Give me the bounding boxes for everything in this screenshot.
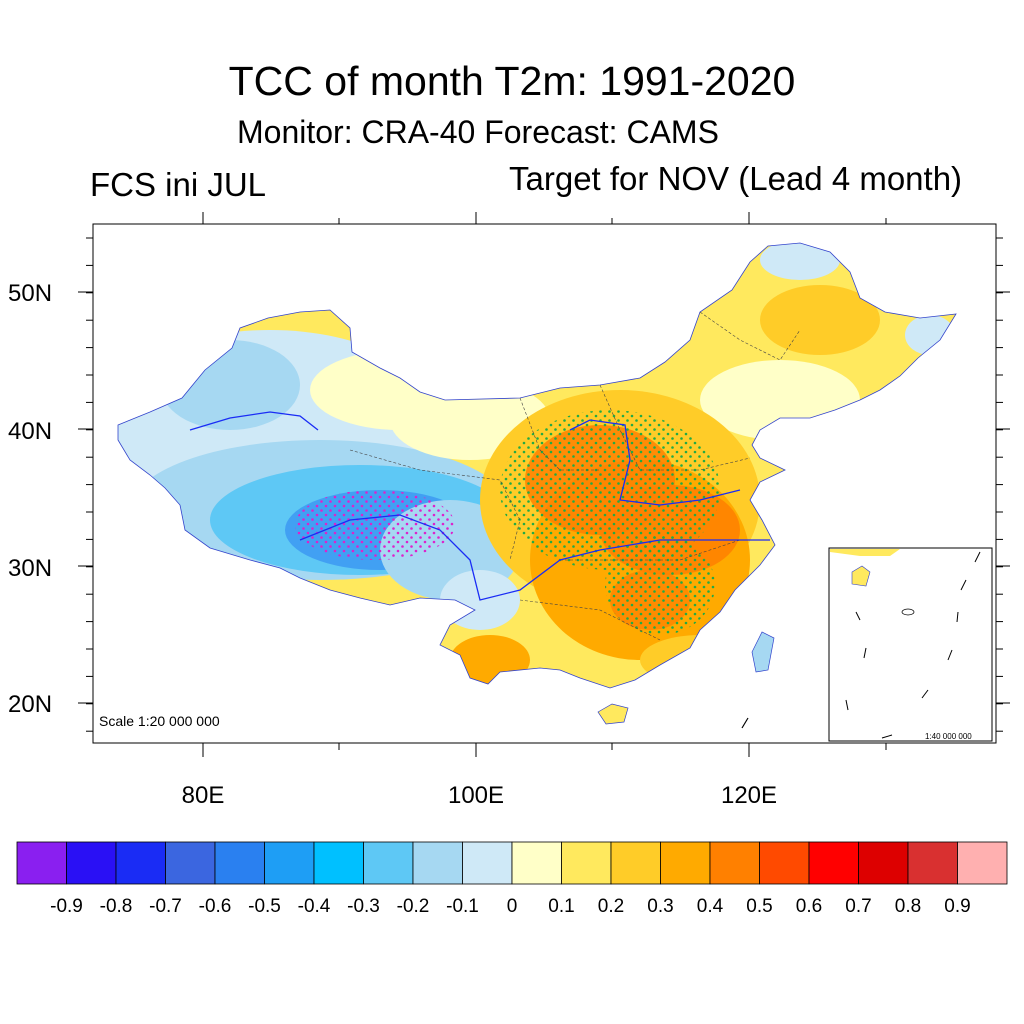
colorbar-swatch bbox=[214, 841, 265, 885]
south-china-sea-inset: 1:40 000 000 bbox=[828, 547, 993, 742]
colorbar-swatch bbox=[462, 841, 513, 885]
taiwan-island bbox=[751, 631, 775, 673]
colorbar-label: 0.2 bbox=[597, 896, 625, 917]
hainan-island bbox=[597, 703, 629, 725]
lon-label-100e: 100E bbox=[447, 782, 505, 809]
target-label: Target for NOV (Lead 4 month) bbox=[509, 160, 963, 197]
colorbar-label: 0.8 bbox=[894, 896, 922, 917]
colorbar-swatch bbox=[561, 841, 612, 885]
lon-label-120e: 120E bbox=[720, 782, 778, 809]
colorbar-label: -0.2 bbox=[396, 896, 430, 917]
colorbar-label: 0 bbox=[506, 896, 518, 917]
colorbar-swatch bbox=[907, 841, 958, 885]
scale-label: Scale 1:20 000 000 bbox=[99, 713, 220, 729]
colorbar-label: 0.1 bbox=[548, 896, 575, 917]
colorbar-label: -0.5 bbox=[248, 896, 281, 917]
colorbar bbox=[16, 841, 1008, 885]
init-label: FCS ini JUL bbox=[90, 166, 267, 203]
colorbar-swatch bbox=[610, 841, 661, 885]
lon-label-80e: 80E bbox=[181, 782, 225, 809]
colorbar-swatch bbox=[313, 841, 364, 885]
inset-scale-label: 1:40 000 000 bbox=[925, 732, 972, 741]
colorbar-swatch bbox=[363, 841, 414, 885]
colorbar-label: -0.7 bbox=[149, 896, 182, 917]
colorbar-label: -0.1 bbox=[446, 896, 479, 917]
lat-label-30n: 30N bbox=[8, 555, 53, 582]
colorbar-swatch bbox=[264, 841, 315, 885]
axis-ticks bbox=[78, 212, 1010, 757]
colorbar-swatch bbox=[412, 841, 463, 885]
colorbar-label: 0.7 bbox=[845, 896, 872, 917]
colorbar-swatch bbox=[115, 841, 166, 885]
colorbar-label: -0.4 bbox=[297, 896, 331, 917]
rivers bbox=[189, 411, 770, 601]
lat-label-50n: 50N bbox=[8, 280, 53, 307]
lat-label-20n: 20N bbox=[8, 691, 53, 718]
colorbar-swatch bbox=[858, 841, 909, 885]
colorbar-swatch bbox=[660, 841, 711, 885]
colorbar-swatch bbox=[808, 841, 859, 885]
colorbar-label: -0.9 bbox=[50, 896, 83, 917]
coast-dash bbox=[741, 717, 749, 729]
colorbar-swatch bbox=[66, 841, 117, 885]
colorbar-swatch bbox=[759, 841, 810, 885]
chart-title: TCC of month T2m: 1991-2020 bbox=[228, 58, 796, 104]
colorbar-label: -0.8 bbox=[99, 896, 133, 917]
colorbar-swatch bbox=[165, 841, 216, 885]
colorbar-swatch bbox=[16, 841, 67, 885]
colorbar-swatch bbox=[511, 841, 562, 885]
chart-subtitle: Monitor: CRA-40 Forecast: CAMS bbox=[237, 114, 719, 150]
colorbar-label: -0.6 bbox=[198, 896, 232, 917]
colorbar-label: -0.3 bbox=[347, 896, 380, 917]
colorbar-label: 0.4 bbox=[696, 896, 724, 917]
province-boundaries bbox=[349, 311, 801, 641]
lat-label-40n: 40N bbox=[8, 418, 53, 445]
colorbar-label: 0.9 bbox=[944, 896, 971, 917]
colorbar-label: 0.6 bbox=[795, 896, 823, 917]
colorbar-label: 0.3 bbox=[647, 896, 674, 917]
colorbar-swatch bbox=[709, 841, 760, 885]
colorbar-label: 0.5 bbox=[746, 896, 773, 917]
colorbar-swatch bbox=[957, 841, 1008, 885]
china-border bbox=[117, 242, 957, 689]
